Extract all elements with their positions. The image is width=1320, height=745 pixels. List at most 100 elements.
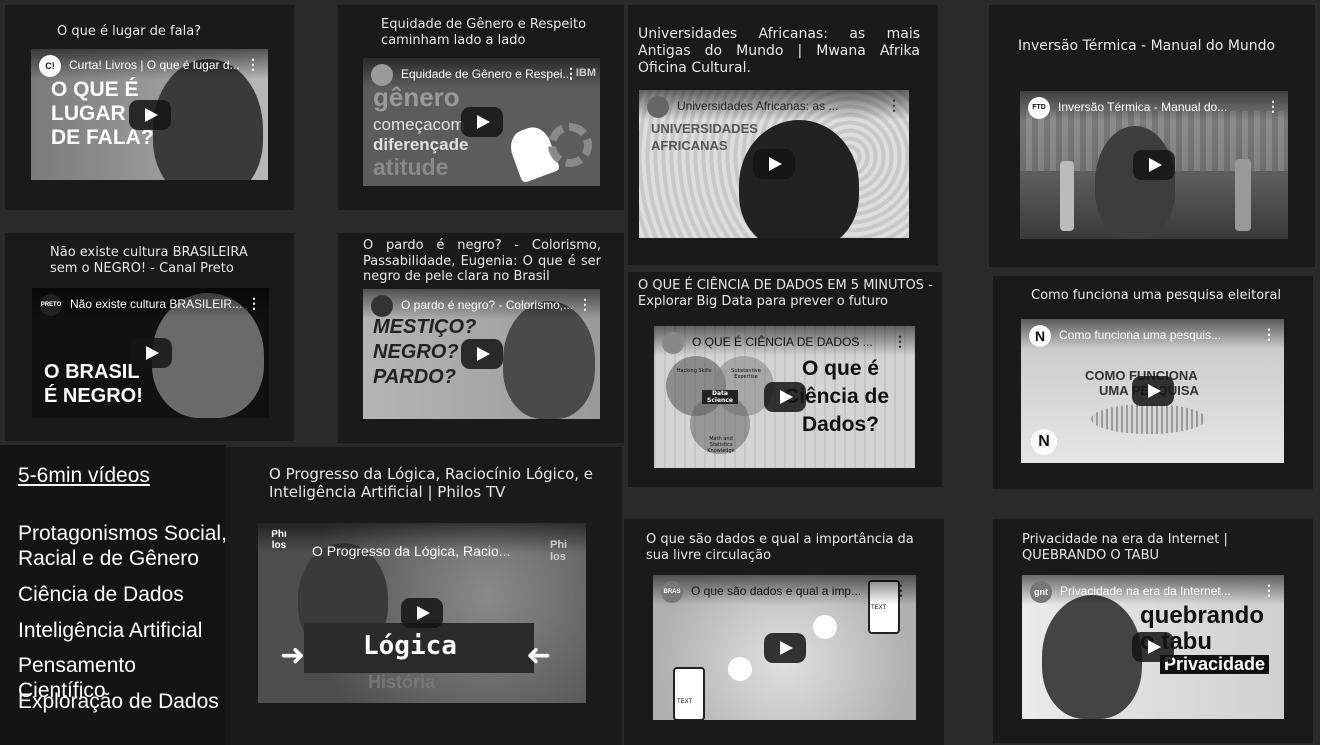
presenter-image <box>1095 126 1175 239</box>
video-thumbnail[interactable]: FTD Inversão Térmica - Manual do... ⋮ <box>1020 91 1288 239</box>
channel-avatar <box>662 332 684 354</box>
video-title: Curta! Livros | O que é lugar d... <box>69 58 240 72</box>
video-title: Equidade de Gênero e Respei... <box>401 67 573 81</box>
video-card: O pardo é negro? - Colorismo, Passabilid… <box>338 233 624 443</box>
video-card-title: O que é lugar de fala? <box>57 24 202 39</box>
more-options-icon[interactable]: ⋮ <box>1262 582 1276 598</box>
video-title: Privacidade na era da Internet... <box>1060 584 1231 598</box>
bubble-icon <box>813 615 837 639</box>
bottle-icon <box>1060 161 1074 231</box>
video-card-title: O pardo é negro? - Colorismo, Passabilid… <box>363 238 601 285</box>
overlay-line: É NEGRO! <box>44 385 143 407</box>
topics-panel: 5-6min vídeos Protagonismos Social, Raci… <box>0 445 227 745</box>
arrow-left-icon: ➜ <box>526 638 552 673</box>
more-options-icon[interactable]: ⋮ <box>887 97 901 113</box>
channel-avatar: BRAS <box>661 581 683 603</box>
play-button-icon[interactable] <box>460 107 503 137</box>
play-button-icon[interactable] <box>460 339 503 369</box>
play-button-icon[interactable] <box>1133 150 1175 180</box>
video-card: Inversão Térmica - Manual do Mundo FTD I… <box>989 5 1315 267</box>
channel-avatar <box>371 64 393 86</box>
more-options-icon[interactable]: ⋮ <box>564 65 578 81</box>
video-card-title: O QUE É CIÊNCIA DE DADOS EM 5 MINUTOS - … <box>638 278 933 309</box>
overlay-line: DE FALA? <box>51 126 154 149</box>
channel-avatar: FTD <box>1028 97 1050 119</box>
video-thumbnail[interactable]: quebrando o tabu Privacidade gnt Privaci… <box>1022 575 1284 719</box>
presenter-image <box>503 301 595 419</box>
video-card: O Progresso da Lógica, Raciocínio Lógico… <box>226 447 622 745</box>
video-title: O pardo é negro? - Colorismo,... <box>401 298 574 312</box>
venn-label: Hacking Skills <box>676 368 712 374</box>
more-options-icon[interactable]: ⋮ <box>247 295 261 311</box>
overlay-line: AFRICANAS <box>651 138 728 153</box>
video-thumbnail[interactable]: Lógica História ➜ ➜ Phi los O Progresso … <box>258 523 586 703</box>
play-button-icon[interactable] <box>401 598 443 628</box>
video-card-title: Não existe cultura BRASILEIRA sem o NEGR… <box>50 245 248 276</box>
video-thumbnail[interactable]: TEXT TEXT BRAS O que são dados e qual a … <box>653 575 916 720</box>
video-card-title: O que são dados e qual a importância da … <box>646 532 914 563</box>
overlay-line: O BRASIL <box>44 361 140 383</box>
phone-label: TEXT <box>871 605 887 611</box>
video-card: Universidades Africanas: as mais Antigas… <box>628 5 938 265</box>
overlay-line: Dados? <box>802 413 880 436</box>
topic-item: Ciência de Dados <box>18 583 184 606</box>
topic-item: Inteligência Artificial <box>18 619 203 642</box>
phone-label: TEXT <box>677 699 693 705</box>
more-options-icon[interactable]: ⋮ <box>1262 326 1276 342</box>
play-button-icon[interactable] <box>128 99 171 130</box>
arrow-right-icon: ➜ <box>280 638 306 673</box>
video-thumbnail[interactable]: Hacking Skills Substantive Expertise Dat… <box>654 326 915 468</box>
video-title: Inversão Térmica - Manual do... <box>1058 100 1228 114</box>
video-thumbnail[interactable]: UNIVERSIDADES AFRICANAS Universidades Af… <box>639 90 909 238</box>
overlay-line: gênero <box>373 82 460 112</box>
overlay-line: atitude <box>373 154 449 180</box>
topic-item: Pensamento Científico <box>18 654 136 703</box>
channel-watermark: IBM <box>575 67 596 79</box>
phone-icon <box>673 667 705 720</box>
panel-heading: 5-6min vídeos <box>18 464 150 487</box>
video-title: O QUE É CIÊNCIA DE DADOS ... <box>692 335 873 349</box>
video-thumbnail[interactable]: O BRASIL É NEGRO! PRETO Não existe cultu… <box>32 288 269 418</box>
title-banner <box>304 623 534 673</box>
more-options-icon[interactable]: ⋮ <box>894 582 908 598</box>
video-card-title: Privacidade na era da Internet | QUEBRAN… <box>1022 532 1228 563</box>
video-card: O QUE É CIÊNCIA DE DADOS EM 5 MINUTOS - … <box>628 272 942 487</box>
channel-logo: N <box>1031 429 1057 455</box>
video-card: Equidade de Gênero e Respeito caminham l… <box>338 5 624 210</box>
overlay-line: Privacidade <box>1160 655 1270 674</box>
channel-watermark: Phi los <box>550 539 568 563</box>
play-button-icon[interactable] <box>1131 376 1174 406</box>
play-button-icon[interactable] <box>129 338 172 368</box>
video-card-title: O Progresso da Lógica, Raciocínio Lógico… <box>269 465 594 501</box>
bowl-image <box>1091 404 1206 434</box>
venn-label: Data Science <box>702 390 738 404</box>
video-title: Não existe cultura BRASILEIR... <box>70 297 243 311</box>
more-options-icon[interactable]: ⋮ <box>578 296 592 312</box>
more-options-icon[interactable]: ⋮ <box>246 56 260 72</box>
video-thumbnail[interactable]: COMO FUNCIONA UMA PESQUISA N N Como func… <box>1021 319 1284 463</box>
overlay-line: O QUE É <box>51 78 139 101</box>
video-card: O que são dados e qual a importância da … <box>624 519 944 745</box>
overlay-line: Lógica <box>363 631 457 661</box>
video-card-title: Como funciona uma pesquisa eleitoral <box>1031 288 1282 303</box>
gear-icon <box>548 123 592 167</box>
video-thumbnail[interactable]: O QUE É LUGAR DE FALA? C! Curta! Livros … <box>31 49 268 180</box>
channel-avatar: gnt <box>1030 581 1052 603</box>
overlay-line: diferençade <box>373 135 469 154</box>
play-button-icon[interactable] <box>753 149 795 179</box>
venn-label: Substantive Expertise <box>731 368 761 380</box>
play-button-icon[interactable] <box>763 632 806 663</box>
more-options-icon[interactable]: ⋮ <box>1266 98 1280 114</box>
presenter-image <box>153 59 263 180</box>
play-button-icon[interactable] <box>1132 632 1174 662</box>
video-card-title: Universidades Africanas: as mais Antigas… <box>638 26 920 76</box>
overlay-line: UNIVERSIDADES <box>651 121 758 136</box>
video-card: Não existe cultura BRASILEIRA sem o NEGR… <box>5 233 294 441</box>
overlay-line: Ciência de <box>784 385 890 408</box>
video-thumbnail[interactable]: MESTIÇO? NEGRO? PARDO? O pardo é negro? … <box>363 289 600 419</box>
more-options-icon[interactable]: ⋮ <box>893 333 907 349</box>
video-card: Privacidade na era da Internet | QUEBRAN… <box>993 519 1313 743</box>
video-thumbnail[interactable]: gênero começacom diferençade atitude Equ… <box>363 58 600 186</box>
video-title: O Progresso da Lógica, Racio... <box>312 543 511 559</box>
play-button-icon[interactable] <box>763 382 806 412</box>
